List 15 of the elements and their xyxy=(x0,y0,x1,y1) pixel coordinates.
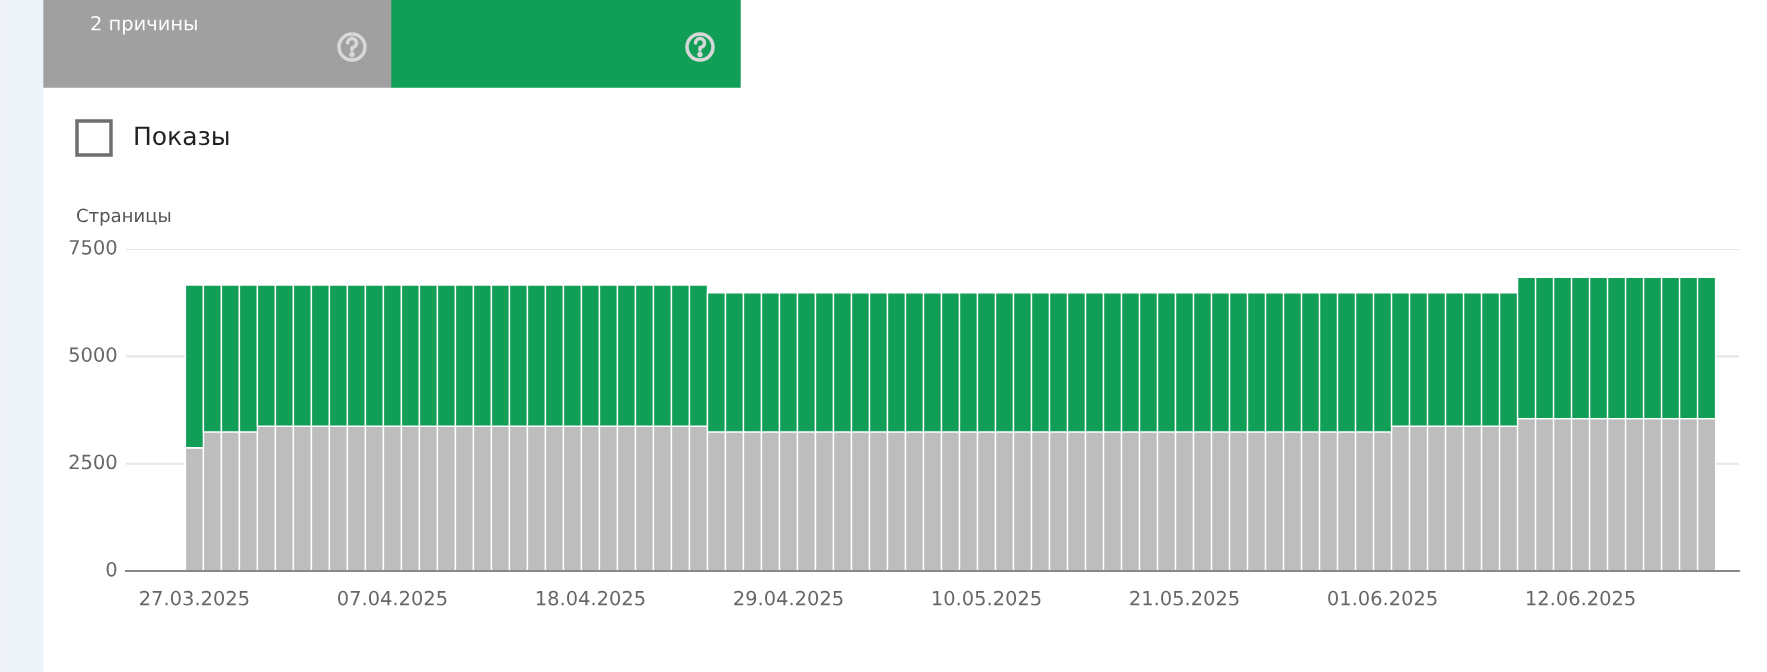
x-tick-label: 27.03.2025 xyxy=(140,590,249,606)
x-tick-label: 21.05.2025 xyxy=(1130,590,1239,606)
y-axis-title: Страницы xyxy=(77,208,171,226)
x-tick-label: 18.04.2025 xyxy=(536,590,645,606)
x-tick-label: 29.04.2025 xyxy=(734,590,843,606)
x-tick-label: 07.04.2025 xyxy=(338,590,447,606)
y-tick-label: 5000 xyxy=(69,347,117,362)
y-tick-label: 0 xyxy=(106,561,117,577)
y-tick-label: 2500 xyxy=(69,454,117,470)
x-tick-label: 12.06.2025 xyxy=(1527,590,1635,606)
text: Показы xyxy=(135,126,229,146)
x-tick-label: 01.06.2025 xyxy=(1328,590,1437,606)
x-tick-label: 10.05.2025 xyxy=(932,590,1041,606)
text: 2 причины xyxy=(91,15,197,35)
y-tick-label: 7500 xyxy=(69,239,117,255)
